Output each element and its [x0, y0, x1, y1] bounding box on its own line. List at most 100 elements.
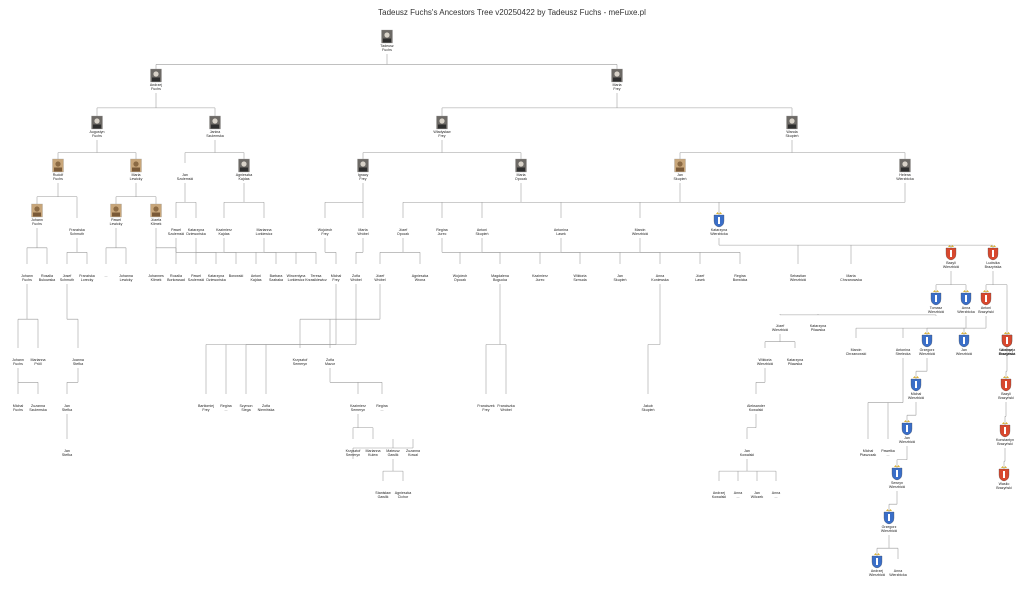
person-node[interactable]: Krzysztof Semeryn [293, 358, 308, 366]
person-node[interactable]: Aleksander Kowalski [747, 404, 766, 412]
person-node[interactable]: Jan Stefka [62, 404, 72, 412]
person-node[interactable]: Wanda Skupień [786, 115, 799, 138]
person-node[interactable]: Franziska Lorecky [79, 274, 95, 282]
person-node[interactable]: Józef Lasek [695, 274, 705, 282]
person-node[interactable]: Paweł Lewicky [110, 203, 123, 226]
person-node[interactable]: Wojciech Opoczk [453, 274, 468, 282]
person-node[interactable]: Pawełka... [881, 449, 895, 457]
person-node[interactable]: Andrzej Wierzbicki [869, 553, 886, 577]
person-node[interactable]: Regina... [376, 404, 387, 412]
person-node[interactable]: Zofia Niemińska [258, 404, 275, 412]
person-node[interactable]: Kazimierz Kajdas [216, 228, 232, 236]
person-node[interactable]: Agnieszka Cichor [395, 491, 412, 499]
person-node[interactable]: Paweł Szulemski [168, 228, 185, 236]
person-node[interactable]: Anna Wierzbicka [889, 569, 907, 577]
person-node[interactable]: Marta Chrzanowska [840, 274, 862, 282]
person-node[interactable]: Anna Wierzbicka [957, 290, 975, 314]
person-node[interactable]: Józef Wróbel [374, 274, 386, 282]
person-node[interactable]: Johanna Lewicky [119, 274, 133, 282]
person-node[interactable]: Michał Fuchs [13, 404, 24, 412]
person-node[interactable]: Marta Wróbel [357, 228, 369, 236]
person-node[interactable]: Antonina Strelecka [896, 348, 911, 356]
person-node[interactable]: Katarzyna Wierzbicka [710, 212, 728, 236]
person-node[interactable]: Katarzyna Pilawska [787, 358, 803, 366]
person-node[interactable]: Andrzej Brazyński [999, 332, 1015, 356]
person-node[interactable]: Józefa Klimek [150, 203, 162, 226]
person-node[interactable]: Stanisław Gawlik [375, 491, 391, 499]
person-node[interactable]: Jan Wierzbicki [899, 420, 916, 444]
person-node[interactable]: Antoni Skupień [476, 228, 489, 236]
person-node[interactable]: Franziska Schmuth [69, 228, 85, 236]
person-node[interactable]: Zofia Mazur [325, 358, 336, 366]
person-node[interactable]: Magdalena Bogucka [491, 274, 509, 282]
person-node[interactable]: Anna Koniewska [651, 274, 668, 282]
person-node[interactable]: Regina Borwicka [733, 274, 748, 282]
person-node[interactable]: Jan Stefka [62, 449, 72, 457]
person-node[interactable]: Bazyli Brazyński [998, 376, 1014, 400]
person-node[interactable]: Antoni Kajdas [251, 274, 262, 282]
person-node[interactable]: Tomasz Wierzbicki [928, 290, 945, 314]
person-node[interactable]: Franciszka Wróbel [497, 404, 514, 412]
person-node[interactable]: Andrzej Kowalski [712, 491, 726, 499]
person-node[interactable]: ... [105, 274, 108, 278]
person-node[interactable]: Konstantyn Brazyński [996, 422, 1014, 446]
person-node[interactable]: Ignacy Frey [357, 158, 369, 181]
person-node[interactable]: Marcin Wierzbicki [632, 228, 649, 236]
person-node[interactable]: Maria Frey [611, 68, 623, 91]
person-node[interactable]: Jan Wilczek [751, 491, 764, 499]
person-node[interactable]: Paweł Szulemski [188, 274, 205, 282]
person-node[interactable]: Borowski [229, 274, 244, 278]
person-node[interactable]: Jakub Skupień [642, 404, 655, 412]
person-node[interactable]: Michał Ptaszczak [860, 449, 877, 457]
person-node[interactable]: Barbara Szabaka [269, 274, 283, 282]
person-node[interactable]: Anna... [734, 491, 742, 499]
person-node[interactable]: Zofia Wróbel [350, 274, 362, 282]
person-node[interactable]: Józef Wierzbicki [772, 324, 789, 332]
person-node[interactable]: Kazimierz Jurec [532, 274, 548, 282]
person-node[interactable]: Zuzanna Kowal [406, 449, 420, 457]
person-node[interactable]: Maria Lewicky [130, 158, 143, 181]
person-node[interactable]: Michał Frey [331, 274, 342, 282]
person-node[interactable]: Helena Wierzbicka [896, 158, 914, 181]
person-node[interactable]: Grzegorz Wierzbicki [881, 509, 898, 533]
person-node[interactable]: Rudolf Fuchs [52, 158, 64, 181]
person-node[interactable]: Johann Fuchs [21, 274, 33, 282]
person-node[interactable]: Regina Jurec [436, 228, 447, 236]
person-node[interactable]: Johann Fuchs [12, 358, 24, 366]
person-node[interactable]: Bartłomiej Frey [198, 404, 214, 412]
person-node[interactable]: Antonina Lasek [554, 228, 568, 236]
person-node[interactable]: Johann Fuchs [31, 203, 43, 226]
person-node[interactable]: Franciszek Frey [477, 404, 495, 412]
person-node[interactable]: Wiktoria Wierzbicki [757, 358, 774, 366]
person-node[interactable]: Katarzyna Dziewońska [186, 228, 205, 236]
person-node[interactable]: Regina... [220, 404, 231, 412]
person-node[interactable]: Katarzyna Pilawska [810, 324, 826, 332]
person-node[interactable]: Ludwika Brazyńska [985, 245, 1002, 269]
person-node[interactable]: Mateusz Gawlik [386, 449, 400, 457]
person-node[interactable]: Anna... [772, 491, 780, 499]
person-node[interactable]: Antoni Brazyński [978, 290, 994, 314]
person-node[interactable]: Władysław Frey [433, 115, 451, 138]
person-node[interactable]: Marianna Lorkiewicz [256, 228, 273, 236]
person-node[interactable]: Janina Szulemska [206, 115, 224, 138]
person-node[interactable]: Rosalia Bukowska [39, 274, 55, 282]
person-node[interactable]: Joanna Stefka [72, 358, 84, 366]
person-node[interactable]: Wasilo Brazyński [996, 466, 1012, 490]
person-node[interactable]: Zuzanna Szulemska [29, 404, 47, 412]
person-node[interactable]: Marianna Kulew [366, 449, 381, 457]
person-node[interactable]: Marcin Chrzanowski [846, 348, 867, 356]
person-node[interactable]: Marianna Pröll [31, 358, 46, 366]
person-node[interactable]: Szymon Siega [240, 404, 253, 412]
person-node[interactable]: Johannes Klimek [148, 274, 164, 282]
person-node[interactable]: Józef Opoczk [397, 228, 409, 236]
person-node[interactable]: Josef Schmuth [60, 274, 74, 282]
person-node[interactable]: Augustyn Fuchs [90, 115, 105, 138]
person-node[interactable]: Sebastian Wierzbicki [790, 274, 807, 282]
person-node[interactable]: Jan Wierzbicki [956, 332, 973, 356]
person-node[interactable]: Rozalia Borkowsad [167, 274, 185, 282]
person-node[interactable]: Kazimierz Semeryn [350, 404, 366, 412]
person-node[interactable]: Agnieszka Kajdas [236, 158, 253, 181]
person-node[interactable]: Jan Skupień [614, 274, 627, 282]
person-node[interactable]: Jan Skupień [674, 158, 687, 181]
person-node[interactable]: Katarzyna Dziewońska [206, 274, 225, 282]
